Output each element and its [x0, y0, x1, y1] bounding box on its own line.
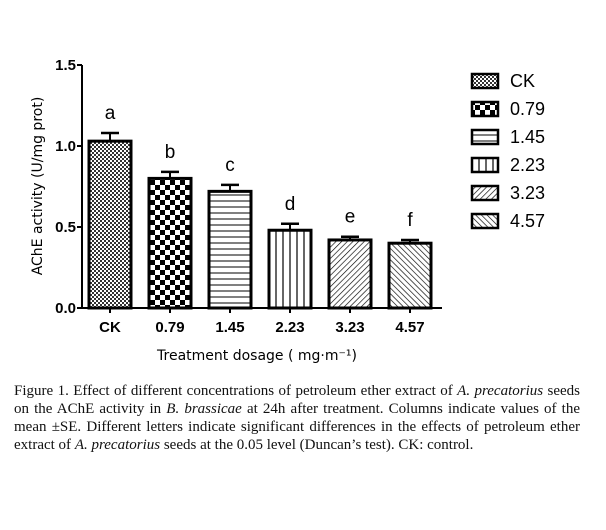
- significance-letter: f: [407, 210, 413, 231]
- legend-swatch-2.23: [470, 156, 500, 174]
- significance-letter: b: [165, 142, 176, 163]
- legend-label: 4.57: [510, 211, 545, 231]
- legend-label: 3.23: [510, 183, 545, 203]
- legend-swatch-CK: [470, 72, 500, 90]
- caption-species: A. precatorius: [457, 383, 544, 399]
- caption-text: Figure 1. Effect of different concentrat…: [14, 383, 458, 399]
- bar-2.23: [267, 228, 313, 310]
- bar-CK: [87, 139, 133, 310]
- x-tick-label: 1.45: [215, 319, 244, 336]
- bar-1.45: [207, 189, 253, 310]
- y-axis-label: AChE activity (U/mg prot): [30, 97, 46, 276]
- caption-species: A. precatorius: [74, 437, 161, 453]
- caption-species: B. brassicae: [166, 401, 242, 417]
- significance-letter: e: [345, 207, 356, 228]
- y-tick-label: 0.0: [55, 300, 76, 317]
- y-tick-label: 1.5: [55, 57, 76, 74]
- legend-label: 0.79: [510, 99, 545, 119]
- significance-letter: c: [225, 155, 235, 176]
- caption-text: seeds on the AChE activity in: [14, 383, 580, 417]
- x-tick-label: 2.23: [275, 319, 304, 336]
- figure-caption: Figure 1. Effect of different concentrat…: [14, 382, 580, 454]
- x-tick-label: CK: [99, 319, 121, 336]
- caption-text: seeds at the 0.05 level (Duncan’s test).…: [160, 437, 474, 453]
- bar-chart: 0.0 0.5 1.0 1.5 CK 0.79 1.45 2.23 3.23 4.57 a b c d e…: [30, 57, 545, 364]
- significance-letter: a: [105, 103, 116, 124]
- y-tick-label: 1.0: [55, 138, 76, 155]
- bar-3.23: [327, 238, 373, 310]
- legend-swatch-1.45: [470, 128, 500, 146]
- bar-0.79: [147, 176, 193, 310]
- caption-text: at 24h after treatment. Columns indicate…: [14, 401, 580, 453]
- legend-swatch-0.79: [470, 100, 500, 118]
- x-tick-label: 4.57: [395, 319, 424, 336]
- legend-swatch-4.57: [470, 212, 500, 230]
- y-tick-label: 0.5: [55, 219, 76, 236]
- legend-swatch-3.23: [470, 184, 500, 202]
- x-axis-label: Treatment dosage ( mg·m⁻¹): [156, 348, 357, 364]
- legend-label: 1.45: [510, 127, 545, 147]
- x-tick-label: 0.79: [155, 319, 184, 336]
- legend-label: 2.23: [510, 155, 545, 175]
- bar-4.57: [387, 241, 433, 310]
- legend-label: CK: [510, 71, 535, 91]
- significance-letter: d: [285, 194, 296, 215]
- x-tick-label: 3.23: [335, 319, 364, 336]
